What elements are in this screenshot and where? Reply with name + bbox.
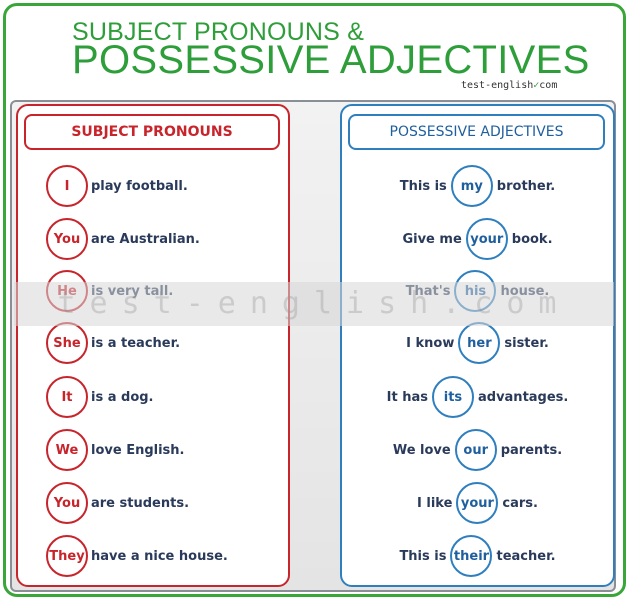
sentence-before: I know (406, 335, 455, 351)
subject-pronouns-panel: SUBJECT PRONOUNS I play football. You ar… (16, 104, 290, 587)
sentence-text: play football. (91, 178, 188, 194)
sentence-text: love English. (91, 442, 185, 458)
sentence-after: cars. (502, 495, 538, 511)
pronoun-circle: We (46, 429, 88, 471)
sentence-before: I like (417, 495, 453, 511)
sentence-text: is a teacher. (91, 335, 181, 351)
list-item: I know her sister. (342, 322, 613, 364)
sentence-after: book. (511, 231, 553, 247)
list-item: You are students. (46, 482, 190, 524)
brand-logo: test-english✓com (461, 80, 557, 91)
list-item: I play football. (46, 165, 188, 207)
subject-pronouns-header: SUBJECT PRONOUNS (24, 114, 280, 150)
sentence-after: advantages. (477, 389, 569, 405)
adjective-circle: your (456, 482, 499, 524)
watermark: test-english.com (14, 282, 614, 326)
adjective-circle: my (450, 165, 493, 207)
possessive-adjectives-panel: POSSESSIVE ADJECTIVES This is my brother… (340, 104, 615, 587)
brand-name: test-english (461, 80, 534, 91)
sentence-before: We love (392, 442, 451, 458)
list-item: We love English. (46, 429, 185, 471)
pronoun-circle: They (46, 535, 88, 577)
pronoun-circle: I (46, 165, 88, 207)
list-item: I like your cars. (342, 482, 613, 524)
possessive-adjectives-header: POSSESSIVE ADJECTIVES (348, 114, 605, 150)
title-line-2: POSSESSIVE ADJECTIVES (72, 38, 590, 82)
adjective-circle: her (458, 322, 501, 364)
sentence-before: Give me (402, 231, 462, 247)
sentence-before: It has (386, 389, 428, 405)
sentence-text: are Australian. (91, 231, 200, 247)
list-item: You are Australian. (46, 218, 200, 260)
list-item: She is a teacher. (46, 322, 181, 364)
list-item: Give me your book. (342, 218, 613, 260)
brand-domain: com (539, 80, 558, 91)
sentence-text: have a nice house. (91, 548, 228, 564)
sentence-after: teacher. (496, 548, 556, 564)
sentence-after: brother. (496, 178, 556, 194)
checkmark-icon: ✓ (533, 80, 540, 91)
list-item: They have a nice house. (46, 535, 228, 577)
sentence-after: sister. (504, 335, 549, 351)
adjective-circle: its (431, 376, 474, 418)
sentence-before: This is (399, 548, 447, 564)
sentence-before: This is (399, 178, 447, 194)
pronoun-circle: She (46, 322, 88, 364)
adjective-circle: our (454, 429, 497, 471)
list-item: This is their teacher. (342, 535, 613, 577)
pronoun-circle: It (46, 376, 88, 418)
adjective-circle: their (450, 535, 493, 577)
title-line-1: SUBJECT PRONOUNS & (72, 18, 365, 46)
pronoun-circle: You (46, 218, 88, 260)
list-item: It has its advantages. (342, 376, 613, 418)
pronoun-circle: You (46, 482, 88, 524)
sentence-text: are students. (91, 495, 190, 511)
list-item: It is a dog. (46, 376, 154, 418)
sentence-after: parents. (500, 442, 563, 458)
sentence-text: is a dog. (91, 389, 154, 405)
list-item: We love our parents. (342, 429, 613, 471)
adjective-circle: your (465, 218, 508, 260)
list-item: This is my brother. (342, 165, 613, 207)
